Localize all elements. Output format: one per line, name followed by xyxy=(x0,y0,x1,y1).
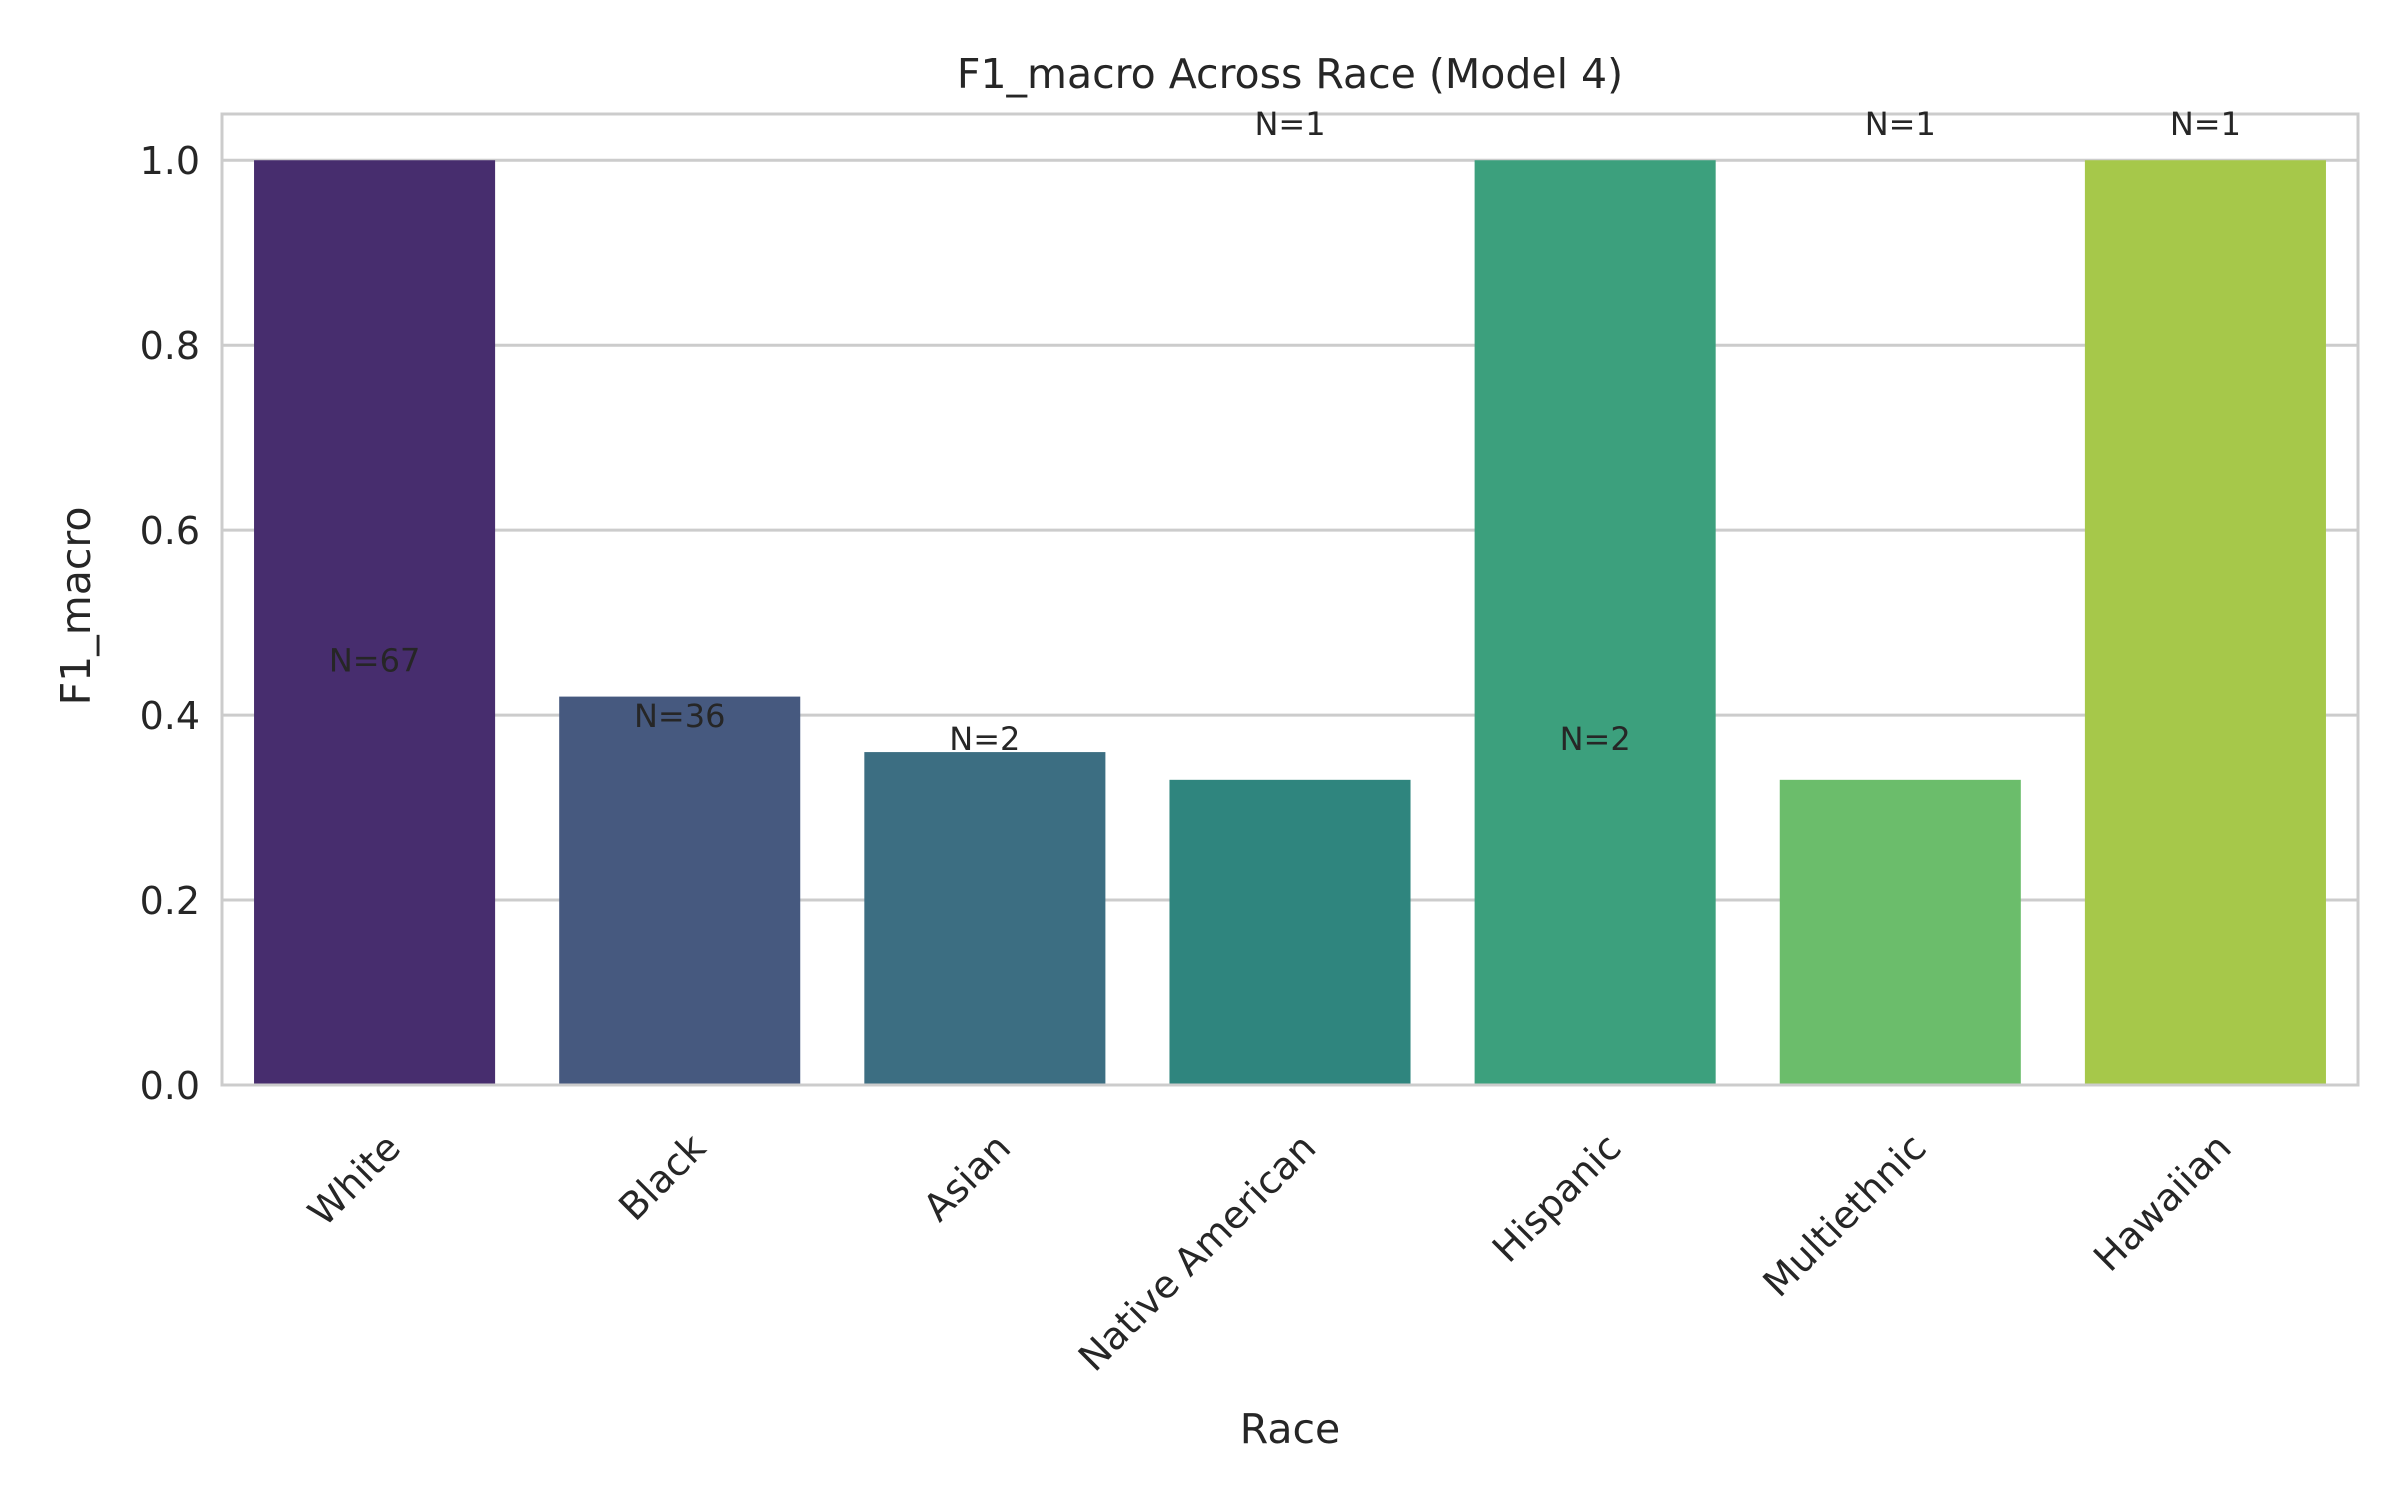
bar-annotation: N=2 xyxy=(1560,720,1631,758)
bar-annotations: N=67 N=36 N=2 N=1 N=2 N=1 N=1 xyxy=(329,105,2241,758)
y-tick-label: 0.4 xyxy=(140,694,200,738)
y-axis-label: F1_macro xyxy=(52,507,100,706)
y-tick-label: 0.6 xyxy=(140,509,200,553)
bar-annotation: N=1 xyxy=(1865,105,1936,143)
y-tick-label: 0.8 xyxy=(140,324,200,368)
bar-multiethnic xyxy=(1779,779,2021,1085)
chart-title: F1_macro Across Race (Model 4) xyxy=(957,50,1623,98)
bar-native-american xyxy=(1169,779,1411,1085)
bar-annotation: N=1 xyxy=(1254,105,1325,143)
bar-annotation: N=67 xyxy=(329,642,420,680)
bar-black xyxy=(559,696,801,1085)
bar-asian xyxy=(864,752,1106,1085)
bar-hawaiian xyxy=(2084,160,2326,1085)
bar-annotation: N=36 xyxy=(634,697,725,735)
y-tick-labels: 0.0 0.2 0.4 0.6 0.8 1.0 xyxy=(140,139,200,1108)
plot-frame xyxy=(220,112,2360,1087)
bar-white xyxy=(254,160,496,1085)
bar-annotation: N=1 xyxy=(2170,105,2241,143)
bar-hispanic xyxy=(1474,160,1716,1085)
y-tick-label: 0.0 xyxy=(140,1064,200,1108)
y-tick-label: 1.0 xyxy=(140,139,200,183)
bar-annotation: N=2 xyxy=(949,720,1020,758)
bars xyxy=(254,160,2326,1085)
y-tick-label: 0.2 xyxy=(140,879,200,923)
x-axis-label: Race xyxy=(1240,1405,1340,1453)
